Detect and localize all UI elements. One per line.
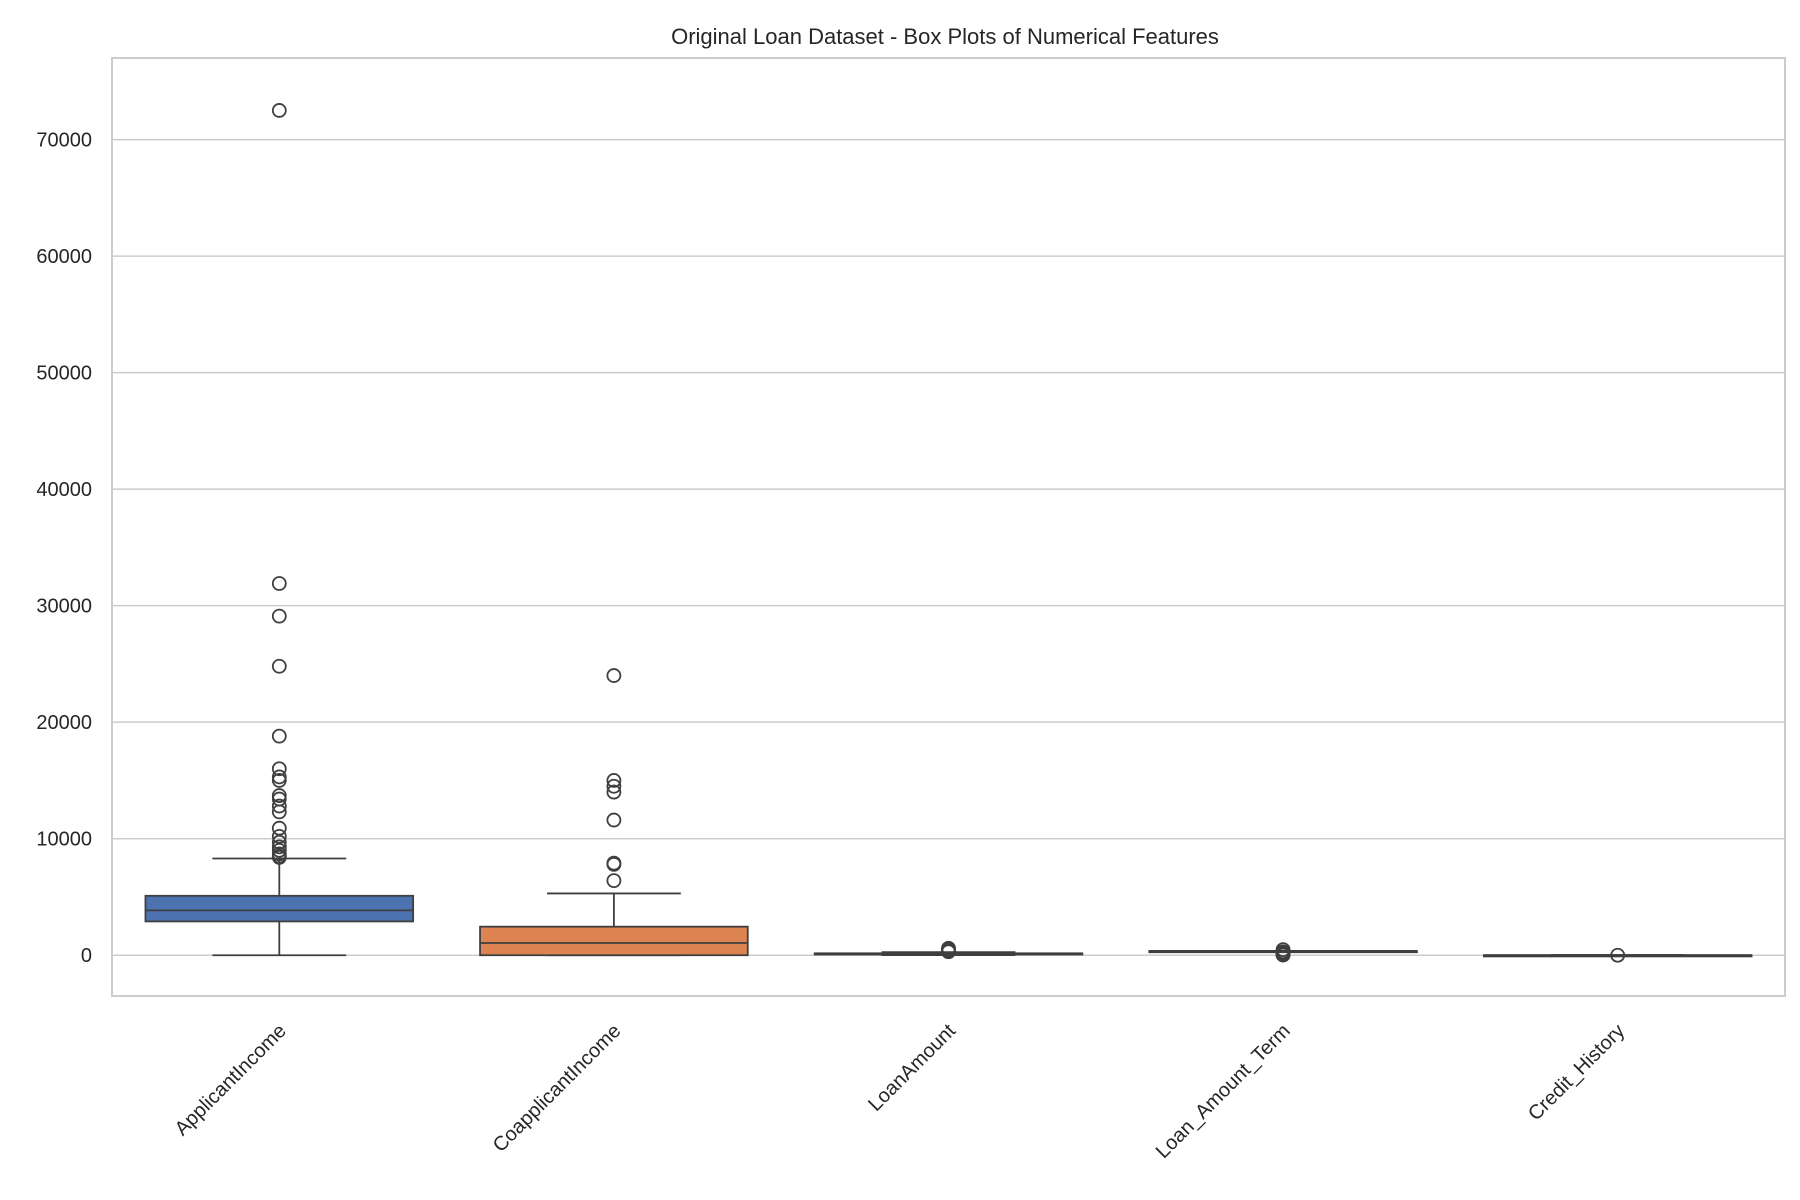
outlier-Loan_Amount_Term-8 (1275, 947, 1291, 963)
outlier-ApplicantIncome-4 (271, 728, 287, 744)
x-label-ApplicantIncome: ApplicantIncome (171, 1020, 291, 1140)
y-axis-ticks: 0 10000 20000 30000 40000 50000 60000 70000 (36, 130, 92, 968)
y-tick-label-60000: 60000 (36, 246, 92, 268)
outlier-ApplicantIncome-1 (271, 576, 287, 591)
outlier-ApplicantIncome-2 (271, 608, 287, 624)
outlier-CoapplicantIncome-1 (606, 773, 622, 788)
box-Credit_History (1482, 947, 1753, 963)
outlier-CoapplicantIncome-3 (606, 784, 622, 800)
x-label-Credit_History: Credit_History (1524, 1020, 1629, 1125)
y-tick-label-10000: 10000 (36, 829, 92, 851)
outlier-ApplicantIncome-7 (271, 773, 287, 788)
outlier-CoapplicantIncome-0 (606, 668, 622, 683)
x-label-Loan_Amount_Term: Loan_Amount_Term (1152, 1020, 1295, 1163)
y-tick-label-30000: 30000 (36, 596, 92, 618)
outlier-ApplicantIncome-12 (271, 820, 287, 836)
outlier-ApplicantIncome-11 (271, 804, 287, 820)
x-label-LoanAmount: LoanAmount (864, 1020, 960, 1116)
box-Loan_Amount_Term (1148, 942, 1418, 963)
outlier-ApplicantIncome-13 (271, 828, 287, 844)
y-tick-label-50000: 50000 (36, 363, 92, 385)
y-tick-label-20000: 20000 (36, 712, 92, 734)
outlier-CoapplicantIncome-2 (606, 778, 622, 794)
outlier-ApplicantIncome-3 (271, 658, 287, 674)
outlier-ApplicantIncome-5 (271, 761, 287, 777)
box-LoanAmount (813, 940, 1084, 960)
box-ApplicantIncome (144, 103, 415, 957)
outlier-ApplicantIncome-0 (271, 103, 287, 118)
outlier-Credit_History-0 (1610, 947, 1626, 963)
x-axis-labels: ApplicantIncome CoapplicantIncome LoanAmou… (171, 1020, 1630, 1163)
y-tick-label-70000: 70000 (36, 130, 92, 152)
outlier-CoapplicantIncome-7 (606, 873, 622, 889)
chart-title: Original Loan Dataset - Box Plots of Num… (671, 24, 1219, 49)
y-tick-label-0: 0 (81, 945, 92, 967)
outlier-ApplicantIncome-10 (271, 798, 287, 814)
gridlines (112, 138, 1785, 956)
y-tick-label-40000: 40000 (36, 479, 92, 501)
iqr-box-ApplicantIncome (144, 894, 415, 923)
outlier-CoapplicantIncome-4 (606, 812, 622, 828)
iqr-box-CoapplicantIncome (479, 925, 749, 957)
x-label-CoapplicantIncome: CoapplicantIncome (489, 1020, 626, 1157)
outlier-CoapplicantIncome-6 (606, 856, 622, 872)
box-CoapplicantIncome (479, 668, 749, 957)
plot-frame (111, 57, 1786, 997)
outlier-ApplicantIncome-14 (271, 834, 287, 850)
outlier-ApplicantIncome-19 (271, 849, 287, 865)
outlier-LoanAmount-5 (941, 944, 956, 960)
box-series (144, 103, 1753, 963)
